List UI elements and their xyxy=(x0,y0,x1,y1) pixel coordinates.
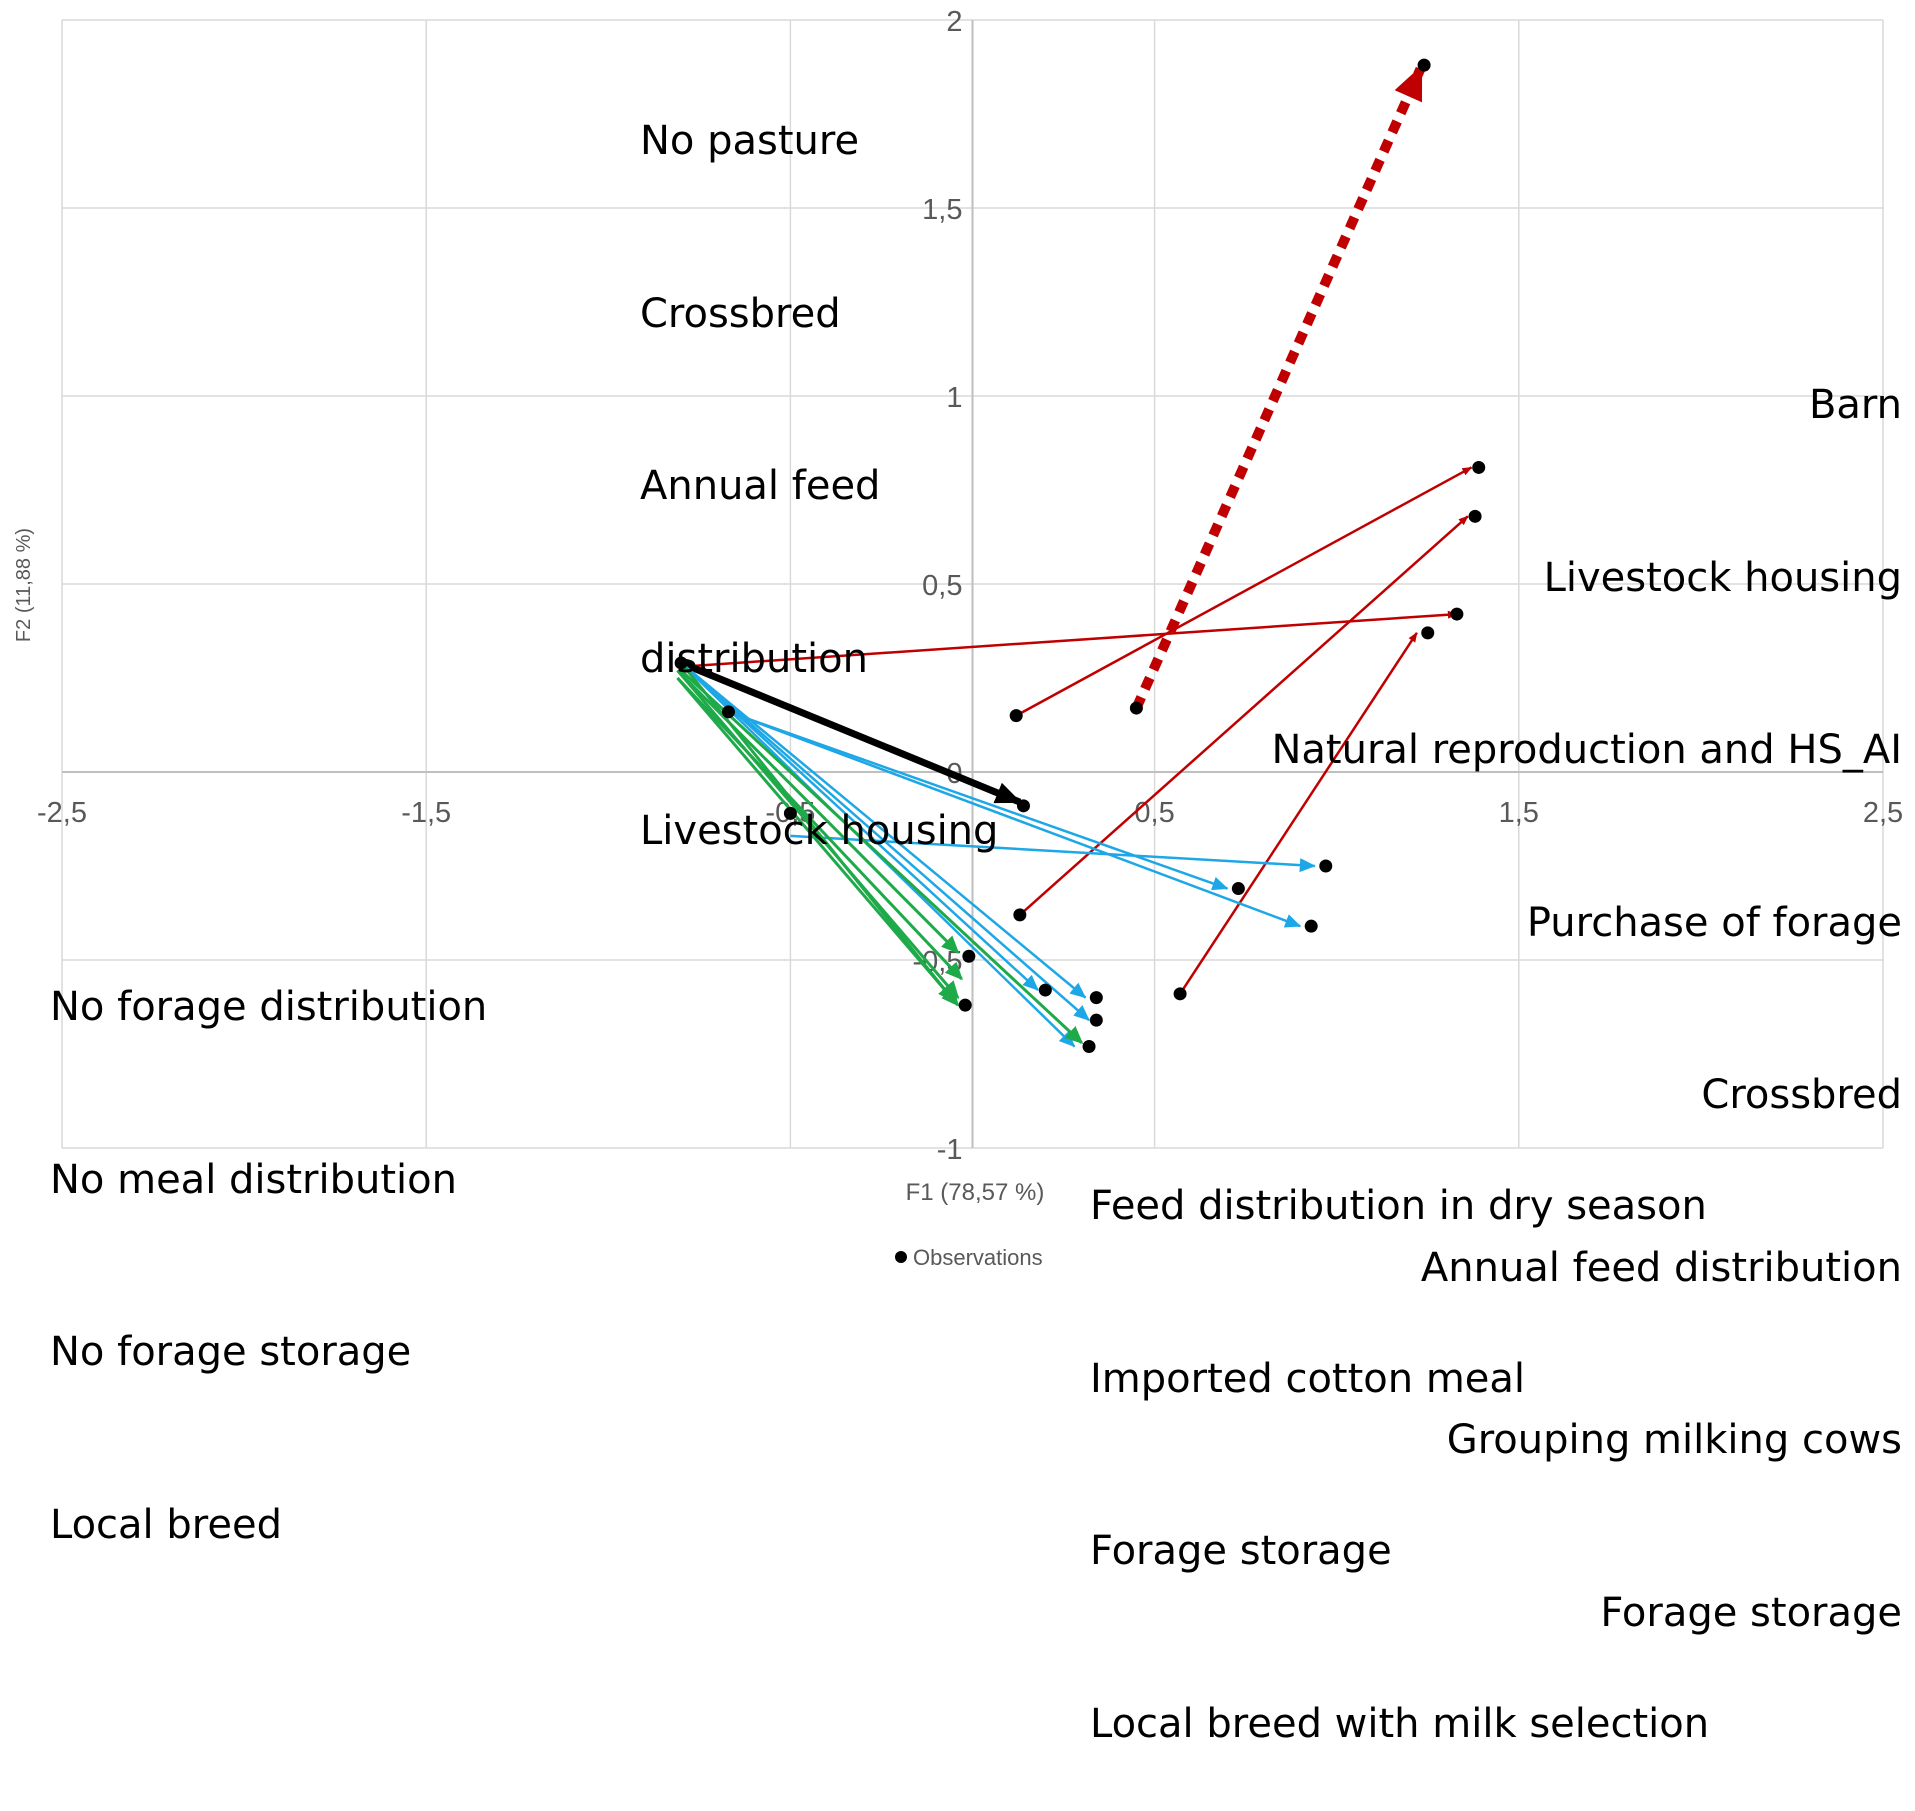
annotation-line: Feed distribution in dry season xyxy=(1090,1183,1707,1229)
red-arrow xyxy=(681,610,1458,668)
legend-marker xyxy=(895,1251,907,1263)
x-tick-label: -2,5 xyxy=(37,797,87,829)
annotation-line: distribution xyxy=(640,635,868,682)
annotation-line: No forage storage xyxy=(50,1329,412,1375)
observation-point xyxy=(1417,58,1431,72)
observation-point xyxy=(1009,709,1023,723)
annotation-line: Local breed with milk selection xyxy=(1090,1700,1710,1747)
annotation-line: Natural reproduction and HS_AI xyxy=(1271,727,1902,773)
x-tick-label: 0,5 xyxy=(1134,797,1174,829)
annotation-bottom: Feed distribution in dry season Imported… xyxy=(1090,1063,1709,1811)
y-tick-label: 0,5 xyxy=(922,570,962,602)
red-arrow xyxy=(1179,632,1418,995)
green-arrow xyxy=(676,677,960,1007)
blue-arrow xyxy=(680,661,1087,999)
observation-point xyxy=(1013,908,1027,922)
observation-point xyxy=(1089,1013,1103,1027)
x-tick-label: 1,5 xyxy=(1499,797,1539,829)
observation-point xyxy=(1304,919,1318,933)
legend-label: Observations xyxy=(913,1245,1043,1270)
green-arrow xyxy=(676,676,963,981)
y-axis-label: F2 (11,88 %) xyxy=(13,528,35,642)
observation-point xyxy=(1082,1039,1096,1053)
annotation-line: Livestock housing xyxy=(640,808,999,854)
annotation-line: No pasture xyxy=(640,118,860,164)
observation-point xyxy=(1038,983,1052,997)
blue-arrow xyxy=(728,710,1229,891)
observation-point xyxy=(674,656,688,670)
annotation-line: Forage storage xyxy=(1090,1528,1392,1574)
observation-point xyxy=(1450,607,1464,621)
x-tick-label: 2,5 xyxy=(1863,797,1903,829)
red-arrow xyxy=(1015,466,1473,717)
x-axis-label: F1 (78,57 %) xyxy=(906,1179,1045,1206)
green-arrow xyxy=(679,662,956,1003)
annotation-line: Imported cotton meal xyxy=(1090,1355,1526,1402)
observation-point xyxy=(783,806,797,820)
black-arrow xyxy=(679,659,1022,806)
annotation-line: Crossbred xyxy=(640,290,841,337)
observation-point xyxy=(1016,799,1030,813)
annotation-line: Livestock housing xyxy=(1543,554,1902,601)
annotation-line: Barn xyxy=(1808,382,1902,428)
annotation-line: No meal distribution xyxy=(50,1156,457,1203)
observation-point xyxy=(721,705,735,719)
y-tick-label: 1,5 xyxy=(922,194,962,226)
annotation-left: No forage distribution No meal distribut… xyxy=(50,864,487,1612)
annotation-line: Annual feed xyxy=(640,463,881,509)
observation-point xyxy=(1468,509,1482,523)
red-dashed-arrow xyxy=(1131,65,1426,711)
blue-arrow xyxy=(680,662,1039,992)
y-tick-label: -1 xyxy=(937,1134,963,1166)
observation-point xyxy=(1319,859,1333,873)
annotation-line: Purchase of forage xyxy=(1526,899,1902,946)
blue-arrow xyxy=(728,710,1302,928)
observations xyxy=(674,58,1486,1053)
blue-arrow xyxy=(680,662,1090,1022)
annotation-line: Local breed xyxy=(50,1501,282,1548)
observation-point xyxy=(1472,460,1486,474)
annotation-line: Crossbred xyxy=(1701,1072,1902,1118)
observation-point xyxy=(1231,882,1245,896)
observation-point xyxy=(1089,991,1103,1005)
observation-point xyxy=(1173,987,1187,1001)
observation-point xyxy=(1129,701,1143,715)
green-arrow xyxy=(680,669,1084,1045)
observation-point xyxy=(962,949,976,963)
pca-chart: -2,5-1,5-0,50,51,52,5-1-0,500,511,52 F1 … xyxy=(13,6,1903,1270)
y-tick-label: 2 xyxy=(946,6,962,38)
arrows xyxy=(676,65,1473,1048)
observation-point xyxy=(958,998,972,1012)
observation-point xyxy=(1421,626,1435,640)
y-tick-label: 1 xyxy=(946,382,962,414)
annotation-top-center: No pasture Crossbred Annual feed distrib… xyxy=(640,0,998,918)
legend: Observations xyxy=(895,1245,1043,1270)
annotation-line: No forage distribution xyxy=(50,984,488,1030)
x-tick-label: -1,5 xyxy=(401,797,451,829)
blue-arrow xyxy=(790,834,1316,873)
